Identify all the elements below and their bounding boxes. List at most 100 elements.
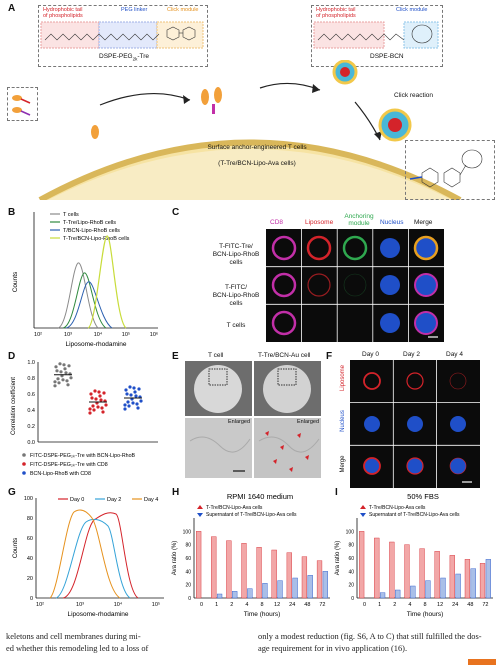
panel-b-xtick-4: 10⁶ bbox=[150, 331, 158, 338]
lipid-inset-box bbox=[7, 87, 38, 121]
panel-d-dot bbox=[131, 401, 135, 405]
panel-h-ytick: 60 bbox=[185, 556, 191, 562]
panel-d-dot bbox=[133, 390, 137, 394]
panel-i-bar bbox=[479, 563, 486, 599]
panel-d-dot bbox=[102, 391, 106, 395]
panel-i-xlabel: Time (hours) bbox=[407, 611, 444, 618]
histogram-t-tre-lipo bbox=[62, 272, 107, 329]
panel-b-letter: B bbox=[8, 207, 16, 218]
panel-d-ytick-0: 0.0 bbox=[27, 440, 35, 446]
panel-h-bar bbox=[196, 531, 202, 599]
panel-d-letter: D bbox=[8, 351, 16, 362]
panel-d-dot bbox=[100, 406, 104, 410]
panel-i-ylabel: Ava ratio (%) bbox=[335, 541, 341, 576]
panel-g-ytick-5: 100 bbox=[24, 496, 33, 502]
panel-h-legend-0: T-Tre/BCN-Lipo-Ava cells bbox=[206, 505, 263, 511]
panel-d-dot bbox=[88, 407, 92, 411]
panel-i-bar bbox=[440, 577, 446, 599]
panel-d-dot bbox=[88, 411, 92, 415]
panel-h-bar bbox=[226, 540, 232, 599]
panel-h-legend-marker-0 bbox=[197, 505, 203, 509]
journal-corner-mark bbox=[468, 659, 496, 665]
panel-i-xtick: 0 bbox=[363, 602, 366, 608]
panel-b-flow-histogram: Counts T cells T-Tre/Lipo-RhoB cells T/B… bbox=[12, 212, 158, 348]
panel-h-xtick: 48 bbox=[304, 602, 310, 608]
panel-h-ytick: 40 bbox=[185, 569, 191, 575]
panel-d-dot bbox=[129, 393, 133, 397]
panel-e-label-tre-au: T-Tre/BCN-Au cell bbox=[258, 352, 311, 359]
panel-h-ytick: 80 bbox=[185, 543, 191, 549]
panel-d-dot bbox=[63, 367, 67, 371]
panel-d-dot bbox=[55, 369, 59, 373]
panel-g-histogram: Counts 0 20 40 60 80 100 Day 0 Day 2 Day… bbox=[12, 496, 164, 618]
panel-d-dot bbox=[69, 376, 73, 380]
histogram-t-tre-bcn-lipo bbox=[87, 235, 127, 329]
panel-d-ytick-5: 1.0 bbox=[27, 360, 35, 366]
panel-h-xtick: 72 bbox=[319, 602, 325, 608]
panel-h-bar bbox=[241, 543, 247, 599]
histogram-day2 bbox=[55, 518, 131, 599]
triazole-structure-icon bbox=[409, 149, 483, 188]
panel-f-row-liposome: Liposome bbox=[340, 364, 346, 391]
panel-g-ytick-1: 20 bbox=[27, 576, 33, 582]
panel-d-dot bbox=[124, 388, 128, 392]
enlarged-label-left: Enlarged bbox=[228, 419, 251, 425]
panel-i-xtick: 24 bbox=[452, 602, 458, 608]
dspe-peg-tre-name: DSPE-PEG2k-Tre bbox=[99, 53, 150, 62]
panel-h-ytick: 100 bbox=[183, 529, 192, 535]
panel-h-ytick: 0 bbox=[188, 596, 191, 602]
panel-d-dot bbox=[137, 387, 141, 391]
panel-d-scatter: Correlation coefficient 0.0 0.2 0.4 0.6 … bbox=[11, 360, 158, 477]
histogram-t-cells bbox=[57, 262, 99, 329]
col-liposome: Liposome bbox=[305, 219, 334, 226]
panel-i-bar bbox=[359, 531, 365, 599]
col-cd8: CD8 bbox=[270, 219, 284, 226]
panel-e-letter: E bbox=[172, 351, 179, 362]
panel-d-dot bbox=[98, 394, 102, 398]
panel-i-xtick: 8 bbox=[423, 602, 426, 608]
panel-g-letter: G bbox=[8, 487, 16, 498]
panel-i-legend-marker-0 bbox=[360, 505, 366, 509]
panel-a-left-molecule-box: Hydrophobic tail of phospholipids PEG lin… bbox=[38, 5, 208, 67]
row-label-2: T cells bbox=[226, 322, 246, 329]
panel-g-xtick-3: 10⁵ bbox=[152, 601, 160, 608]
panel-a-letter: A bbox=[8, 3, 16, 14]
panel-i-legend-0: T-Tre/BCN-Lipo-Ava cells bbox=[369, 505, 426, 511]
panel-h-xlabel: Time (hours) bbox=[244, 611, 281, 618]
panel-d-dot bbox=[139, 399, 143, 403]
body-text-left: keletons and cell membranes during mi- e… bbox=[6, 632, 149, 653]
panel-d-dot bbox=[132, 386, 136, 390]
panel-g-legend: Day 0 Day 2 Day 4 bbox=[58, 497, 158, 503]
panel-d-dot bbox=[56, 377, 60, 381]
legend-d-1: FITC-DSPE-PEG₂ₖ-Tre with CD8 bbox=[30, 462, 108, 468]
panel-i-bar bbox=[379, 592, 386, 599]
panel-f-day0: Day 0 bbox=[362, 351, 379, 358]
panel-h-xtick: 2 bbox=[230, 602, 233, 608]
panel-d-ytick-3: 0.6 bbox=[27, 392, 35, 398]
panel-d-dot bbox=[96, 405, 100, 409]
panel-d-dot bbox=[91, 404, 95, 408]
membrane-title: Surface anchor-engineered T cells bbox=[207, 144, 307, 151]
legend-b-0: T cells bbox=[63, 212, 79, 218]
histogram-day0 bbox=[62, 512, 139, 599]
col-anchoring-module: Anchoring module bbox=[344, 213, 374, 227]
panel-h-letter: H bbox=[172, 487, 180, 498]
panel-i-bar bbox=[374, 537, 380, 599]
legend-g-0: Day 0 bbox=[70, 497, 84, 503]
membrane-subtitle: (T-Tre/BCN-Lipo-Ava cells) bbox=[218, 160, 296, 167]
dspe-bcn-name: DSPE-BCN bbox=[370, 53, 404, 60]
panel-i-xtick: 12 bbox=[437, 602, 443, 608]
click-module-label-left: Click module bbox=[167, 7, 199, 13]
panel-h-bar bbox=[271, 549, 277, 599]
legend-d-2: BCN-Lipo-RhoB with CD8 bbox=[30, 471, 91, 477]
row-label-1: T-FITC/BCN-Lipo-RhoB cells bbox=[212, 284, 260, 307]
panel-h-legend-1: Supernatant of T-Tre/BCN-Lipo-Ava cells bbox=[206, 512, 297, 518]
panel-d-dot bbox=[65, 379, 69, 383]
panel-h-bar bbox=[316, 560, 323, 599]
panel-i-bar bbox=[395, 589, 401, 599]
panel-h-title: RPMI 1640 medium bbox=[227, 492, 293, 501]
panel-d-dot bbox=[104, 403, 108, 407]
panel-i-bar bbox=[404, 544, 410, 599]
panel-g-xtick-2: 10⁴ bbox=[114, 601, 123, 608]
panel-f-row-merge: Merge bbox=[340, 455, 346, 473]
